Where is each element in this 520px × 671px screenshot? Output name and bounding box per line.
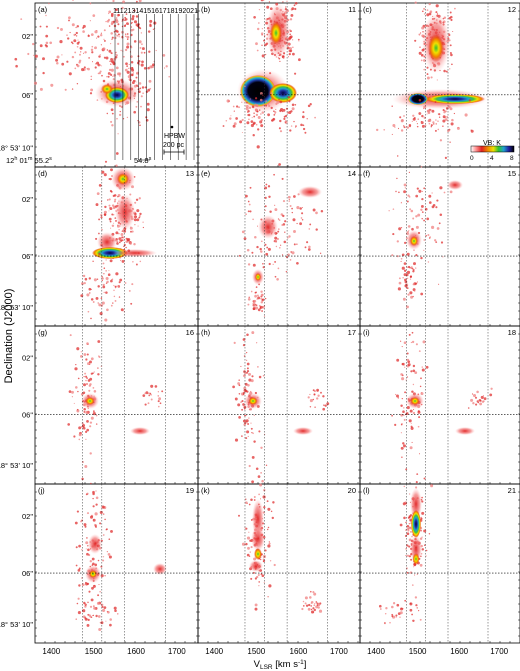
panel-frame — [359, 325, 520, 485]
panel-letter: (h) — [201, 328, 211, 337]
colorbar-mid: 4 — [490, 155, 494, 162]
panel-letter: (d) — [38, 169, 48, 178]
x-tick-label: 1400 — [42, 647, 60, 656]
y-tick-label: 06" — [22, 252, 33, 261]
panel-letter: (g) — [38, 328, 48, 337]
x-tick-label: 1600 — [450, 647, 468, 656]
panel-letter: (e) — [201, 169, 211, 178]
y-tick-label: 02" — [22, 354, 33, 363]
x-tick-label: 1600 — [290, 647, 308, 656]
panel-frame — [34, 325, 199, 485]
beam-marker — [170, 125, 174, 129]
colorbar — [470, 145, 515, 153]
slit-number-label: 17 — [348, 328, 356, 337]
panel-frame — [34, 166, 199, 327]
y-tick-label: 06" — [22, 91, 33, 100]
y-tick-label: 06" — [22, 410, 33, 419]
panel-letter: (c) — [363, 5, 372, 14]
y-tick-label: -18° 53' 10" — [0, 620, 33, 629]
y-tick-labels: 02" 06" -18° 53' 10" 02" 06" -18° 53' 10" 02" 0… — [0, 32, 33, 629]
x-tick-label: 1500 — [409, 647, 427, 656]
panel-grid — [34, 2, 520, 644]
guide-lines — [35, 3, 520, 643]
y-tick-label: -18° 53' 10" — [0, 461, 33, 470]
x-tick-label: 1700 — [168, 647, 186, 656]
slit-number-label: 14 — [348, 169, 356, 178]
slit-number-label: 13 — [186, 169, 194, 178]
slit-number-label: 20 — [348, 486, 356, 495]
panel-frame — [359, 483, 520, 644]
slit-number-label: 19 — [186, 486, 194, 495]
scale-bar — [163, 149, 185, 155]
panel-frame — [197, 325, 361, 485]
slit-number-label: 15 — [508, 169, 516, 178]
y-tick-label: 02" — [22, 195, 33, 204]
slit-number-label: 21 — [508, 486, 516, 495]
panel-letter: (i) — [363, 328, 370, 337]
x-tick-label: 1600 — [127, 647, 145, 656]
panel-letter: (l) — [363, 486, 370, 495]
panel-labels: (a) (b) 11 (c) 12 (d) 13 (e) 14 (f) 15 (g) 16 (h) 17 (i… — [38, 5, 516, 495]
slit-number-label: 11 — [348, 5, 356, 14]
x-tick-label: 1400 — [367, 647, 385, 656]
y-tick-label: -18° 53' 10" — [0, 143, 33, 152]
x-tick-label: 1500 — [85, 647, 103, 656]
hpbw-label: HPBW — [164, 133, 185, 140]
slit-number-label: 16 — [186, 328, 194, 337]
y-tick-label: 02" — [22, 32, 33, 41]
ra-label: 12h 01m 55.2s — [6, 156, 52, 165]
y-tick-label: 06" — [22, 569, 33, 578]
panel-letter: (a) — [38, 5, 48, 14]
panel-frame — [359, 166, 520, 327]
slit-offset-label: 54.8s — [134, 156, 152, 165]
slit-number-label: 18 — [508, 328, 516, 337]
x-tick-labels: 1400 1500 1600 1700 1400 1500 1600 1700 1400 1500… — [42, 647, 508, 656]
x-tick-label: 1500 — [247, 647, 265, 656]
y-axis-title: Declination (J2000) — [3, 289, 15, 384]
colorbar-min: 0 — [470, 155, 474, 162]
slit-numbers: 1112131415161718192021 — [113, 6, 198, 15]
panel-letter: (b) — [201, 5, 211, 14]
scale-label: 200 pc — [163, 142, 185, 149]
panel-letter: (j) — [38, 486, 45, 495]
x-tick-label: 1700 — [330, 647, 348, 656]
colorbar-title: VB: K — [483, 140, 501, 147]
panel-frame — [34, 483, 199, 644]
panel-frame — [197, 483, 361, 644]
colorbar-max: 8 — [510, 155, 514, 162]
x-axis-title: VLSR [km s-1] — [254, 659, 307, 671]
x-tick-label: 1700 — [490, 647, 508, 656]
y-tick-label: -18° 53' 10" — [0, 303, 33, 312]
panel-letter: (f) — [363, 169, 371, 178]
slit-lines — [114, 14, 195, 161]
panel-letter: (k) — [201, 486, 210, 495]
y-tick-label: 02" — [22, 512, 33, 521]
emission-maps — [14, 0, 493, 631]
panel-frame — [197, 166, 361, 327]
slit-number-label: 12 — [508, 5, 516, 14]
x-tick-label: 1400 — [205, 647, 223, 656]
